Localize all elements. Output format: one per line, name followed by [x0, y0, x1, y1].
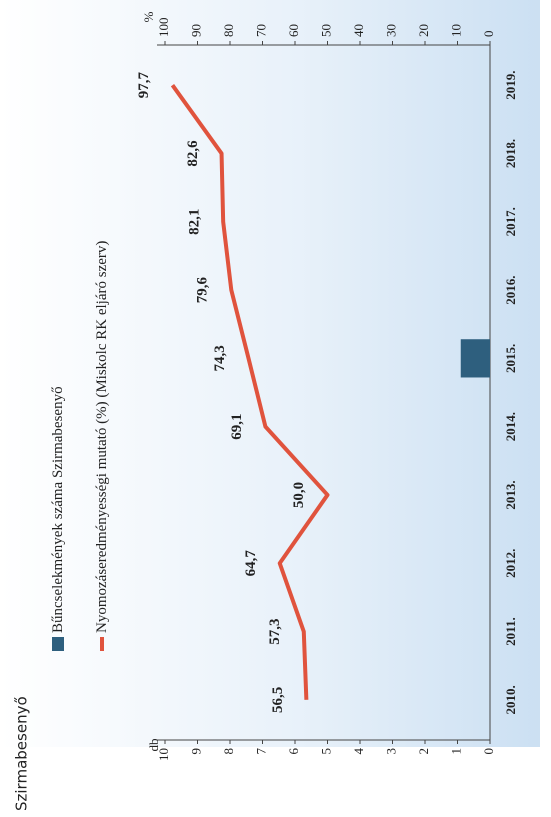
x-tick-label: 2012. [503, 549, 518, 578]
data-label: 64,7 [243, 550, 259, 577]
data-label: 82,6 [185, 140, 201, 167]
x-tick-label: 2011. [503, 617, 518, 646]
legend-item: Nyomozáseredményességi mutató (%) (Misko… [94, 240, 110, 633]
y-tick-label: 4 [351, 748, 366, 755]
y2-tick-label: 0 [481, 31, 496, 38]
legend-label: Nyomozáseredményességi mutató (%) (Misko… [94, 240, 110, 633]
legend-item: Bűncselekmények száma Szirmabesenyő [50, 386, 66, 633]
y2-tick-label: 50 [318, 24, 333, 37]
rotated-chart: Szirmabesenyő db % 012345678910010203040… [0, 0, 540, 811]
y2-tick-label: 100 [156, 18, 171, 38]
background [0, 0, 540, 747]
data-label: 56,5 [270, 687, 286, 713]
y-tick-label: 1 [448, 748, 463, 755]
data-label: 50,0 [291, 482, 307, 508]
y-tick-label: 0 [481, 748, 496, 755]
x-tick-label: 2014. [503, 412, 518, 441]
bar [460, 339, 490, 378]
y-tick-label: 7 [253, 748, 268, 755]
y-tick-label: 8 [221, 748, 236, 755]
y2-axis-label: % [141, 11, 156, 22]
y-tick-label: 10 [156, 748, 171, 761]
data-label: 69,1 [229, 414, 245, 440]
y-tick-label: 2 [416, 748, 431, 755]
data-label: 97,7 [136, 72, 152, 99]
y2-tick-label: 90 [188, 24, 203, 37]
y2-tick-label: 80 [221, 24, 236, 37]
x-tick-label: 2015. [503, 344, 518, 373]
x-tick-label: 2010. [503, 685, 518, 714]
y2-tick-label: 60 [286, 24, 301, 37]
y-axis-label: db [146, 739, 161, 752]
x-tick-label: 2013. [503, 480, 518, 509]
y2-tick-label: 20 [416, 24, 431, 37]
y-tick-label: 3 [383, 748, 398, 755]
data-label: 57,3 [267, 618, 283, 644]
legend-label: Bűncselekmények száma Szirmabesenyő [50, 386, 66, 633]
data-label: 74,3 [212, 345, 228, 371]
chart-title: Szirmabesenyő [13, 696, 31, 811]
y2-tick-label: 70 [253, 24, 268, 37]
y-tick-label: 5 [318, 748, 333, 755]
x-tick-label: 2019. [503, 71, 518, 100]
y2-tick-label: 30 [383, 24, 398, 37]
y2-tick-label: 10 [448, 24, 463, 37]
x-tick-label: 2018. [503, 139, 518, 168]
x-tick-label: 2017. [503, 207, 518, 236]
y2-tick-label: 40 [351, 24, 366, 37]
data-label: 79,6 [195, 276, 211, 303]
y-tick-label: 9 [188, 748, 203, 755]
data-label: 82,1 [187, 209, 203, 235]
y-tick-label: 6 [286, 748, 301, 755]
line [170, 83, 330, 700]
x-tick-label: 2016. [503, 275, 518, 304]
legend-swatch [52, 637, 64, 651]
